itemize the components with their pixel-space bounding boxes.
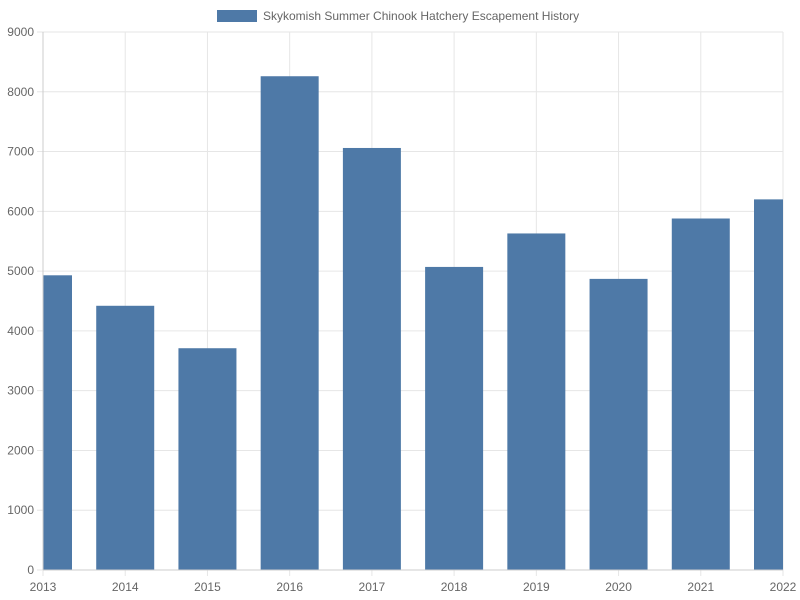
legend[interactable]: Skykomish Summer Chinook Hatchery Escape…	[217, 9, 579, 23]
bar-2022[interactable]	[754, 199, 800, 570]
y-tick-label: 2000	[7, 443, 34, 457]
bar-2013[interactable]	[14, 275, 72, 570]
y-tick-label: 8000	[7, 85, 34, 99]
x-tick-label: 2021	[687, 580, 714, 594]
bar-2021[interactable]	[671, 218, 730, 570]
x-tick-label: 2013	[30, 580, 57, 594]
y-tick-label: 5000	[7, 264, 34, 278]
axes	[42, 32, 783, 571]
y-tick-label: 1000	[7, 503, 34, 517]
x-tick-label: 2019	[523, 580, 550, 594]
bar-2016[interactable]	[260, 76, 319, 570]
x-axis-ticks: 2013 2014 2015 2016 2017 2018 2019 2020 2021 2022	[30, 580, 797, 594]
bars	[14, 76, 800, 570]
bar-2019[interactable]	[507, 233, 566, 570]
bar-2015[interactable]	[178, 348, 237, 570]
x-tick-label: 2016	[276, 580, 303, 594]
y-tick-label: 6000	[7, 204, 34, 218]
legend-label: Skykomish Summer Chinook Hatchery Escape…	[263, 9, 579, 23]
bar-2014[interactable]	[96, 305, 155, 570]
y-tick-label: 9000	[7, 25, 34, 39]
x-tick-label: 2017	[359, 580, 386, 594]
x-tick-label: 2015	[194, 580, 221, 594]
x-tick-label: 2020	[605, 580, 632, 594]
bar-2018[interactable]	[425, 266, 484, 570]
y-axis-ticks: 0 1000 2000 3000 4000 5000 6000 7000 8000 9000	[7, 25, 34, 577]
bar-2017[interactable]	[342, 147, 401, 570]
x-tick-label: 2014	[112, 580, 139, 594]
y-tick-label: 3000	[7, 384, 34, 398]
bar-2020[interactable]	[589, 278, 648, 570]
y-tick-label: 0	[27, 563, 34, 577]
x-tick-label: 2018	[441, 580, 468, 594]
x-tick-label: 2022	[770, 580, 797, 594]
y-tick-label: 4000	[7, 324, 34, 338]
y-tick-label: 7000	[7, 145, 34, 159]
legend-swatch	[217, 10, 257, 22]
